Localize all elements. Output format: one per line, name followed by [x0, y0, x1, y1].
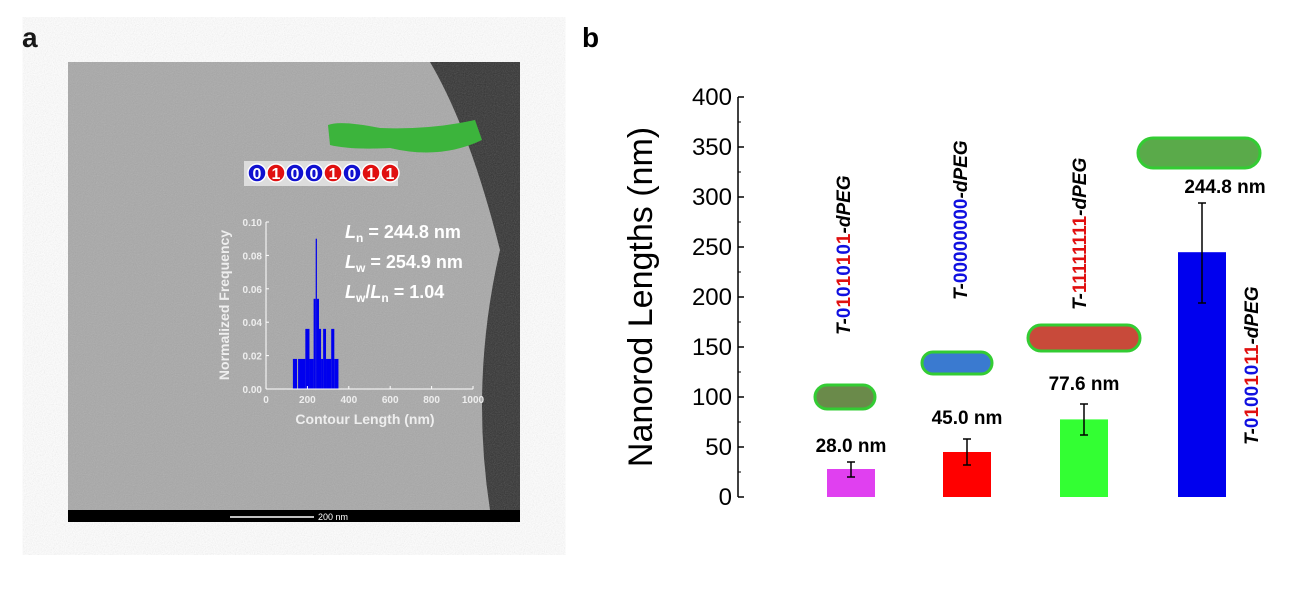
inset-x-tick-label: 1000	[462, 395, 485, 406]
nanorod-image	[920, 350, 994, 376]
micrograph-footer	[68, 510, 520, 522]
sequence-digit: 1	[272, 166, 281, 183]
inset-x-tick-label: 800	[423, 395, 440, 406]
bar-value-label: 45.0 nm	[932, 408, 1003, 429]
y-tick-label: 400	[692, 84, 732, 111]
sequence-digit: 0	[253, 166, 262, 183]
sequence-digit-circle	[342, 163, 362, 183]
y-tick-label: 350	[692, 134, 732, 161]
panel-a-label: a	[22, 22, 38, 53]
y-tick-label: 250	[692, 234, 732, 261]
y-tick-label: 100	[692, 384, 732, 411]
bar-name-label: T-01001011-dPEG	[1242, 286, 1263, 445]
sequence-digit: 1	[367, 166, 376, 183]
sequence-digit: 0	[291, 166, 300, 183]
inset-x-tick-label: 600	[382, 395, 399, 406]
bar-value-label: 28.0 nm	[816, 436, 887, 457]
histogram-bar	[318, 328, 322, 389]
histogram-bar	[305, 328, 310, 389]
y-axis-label: Nanorod Lengths (nm)	[622, 127, 660, 467]
histogram-bar	[315, 238, 317, 389]
sequence-digit-circle	[285, 163, 305, 183]
histogram-bar	[313, 298, 316, 389]
bar-value-label: 244.8 nm	[1184, 177, 1265, 198]
y-tick-label: 200	[692, 284, 732, 311]
inset-y-tick-label: 0.02	[243, 352, 263, 363]
y-tick-label: 50	[705, 434, 732, 461]
nanorod-image	[813, 383, 877, 411]
histogram-bar	[309, 358, 314, 389]
histogram-bar	[334, 358, 339, 389]
sequence-digit-circle	[380, 163, 400, 183]
inset-y-tick-label: 0.06	[243, 285, 263, 296]
stat-text: Lw/Ln = 1.04	[345, 282, 444, 305]
histogram-bar	[292, 358, 298, 389]
stat-text: Ln = 244.8 nm	[345, 222, 461, 245]
histogram-bar	[326, 358, 332, 389]
bar-name-label: T-01010101-dPEG	[834, 175, 855, 335]
inset-x-tick-label: 0	[263, 395, 269, 406]
bar-name-label: T-00000000-dPEG	[951, 140, 972, 300]
histogram-bar	[316, 298, 319, 389]
inset-x-tick-label: 200	[299, 395, 316, 406]
y-tick-label: 300	[692, 184, 732, 211]
inset-y-tick-label: 0.08	[243, 251, 263, 262]
histogram-bar	[323, 328, 327, 389]
histogram-bar	[321, 358, 324, 389]
sequence-digit: 0	[348, 166, 357, 183]
inset-y-tick-label: 0.04	[243, 318, 263, 329]
inset-y-tick-label: 0.00	[243, 385, 263, 396]
inset-x-axis-label: Contour Length (nm)	[295, 411, 434, 427]
y-tick-label: 150	[692, 334, 732, 361]
sequence-digit-circle	[266, 163, 286, 183]
sequence-digit-circle	[323, 163, 343, 183]
nanorod-image	[328, 120, 482, 153]
bar-name-label: T-11111111-dPEG	[1070, 158, 1091, 310]
inset-y-tick-label: 0.10	[243, 218, 263, 229]
nanorod-image	[1026, 323, 1142, 353]
sequence-digit: 1	[329, 166, 338, 183]
scale-bar-label: 200 nm	[318, 512, 348, 522]
y-tick-label: 0	[719, 484, 732, 511]
histogram-bar	[331, 328, 335, 389]
panel-b-label: b	[582, 22, 600, 53]
sequence-digit-circle	[247, 163, 267, 183]
inset-x-tick-label: 400	[340, 395, 357, 406]
sequence-digit: 0	[310, 166, 319, 183]
inset-y-axis-label: Normalized Frequency	[216, 230, 232, 380]
stat-text: Lw = 254.9 nm	[345, 252, 463, 275]
sequence-digit-circle	[304, 163, 324, 183]
nanorod-image	[1136, 136, 1262, 170]
bar-value-label: 77.6 nm	[1049, 374, 1120, 395]
histogram-bar	[298, 358, 306, 389]
sequence-digit-circle	[361, 163, 381, 183]
sequence-digit: 1	[386, 166, 395, 183]
